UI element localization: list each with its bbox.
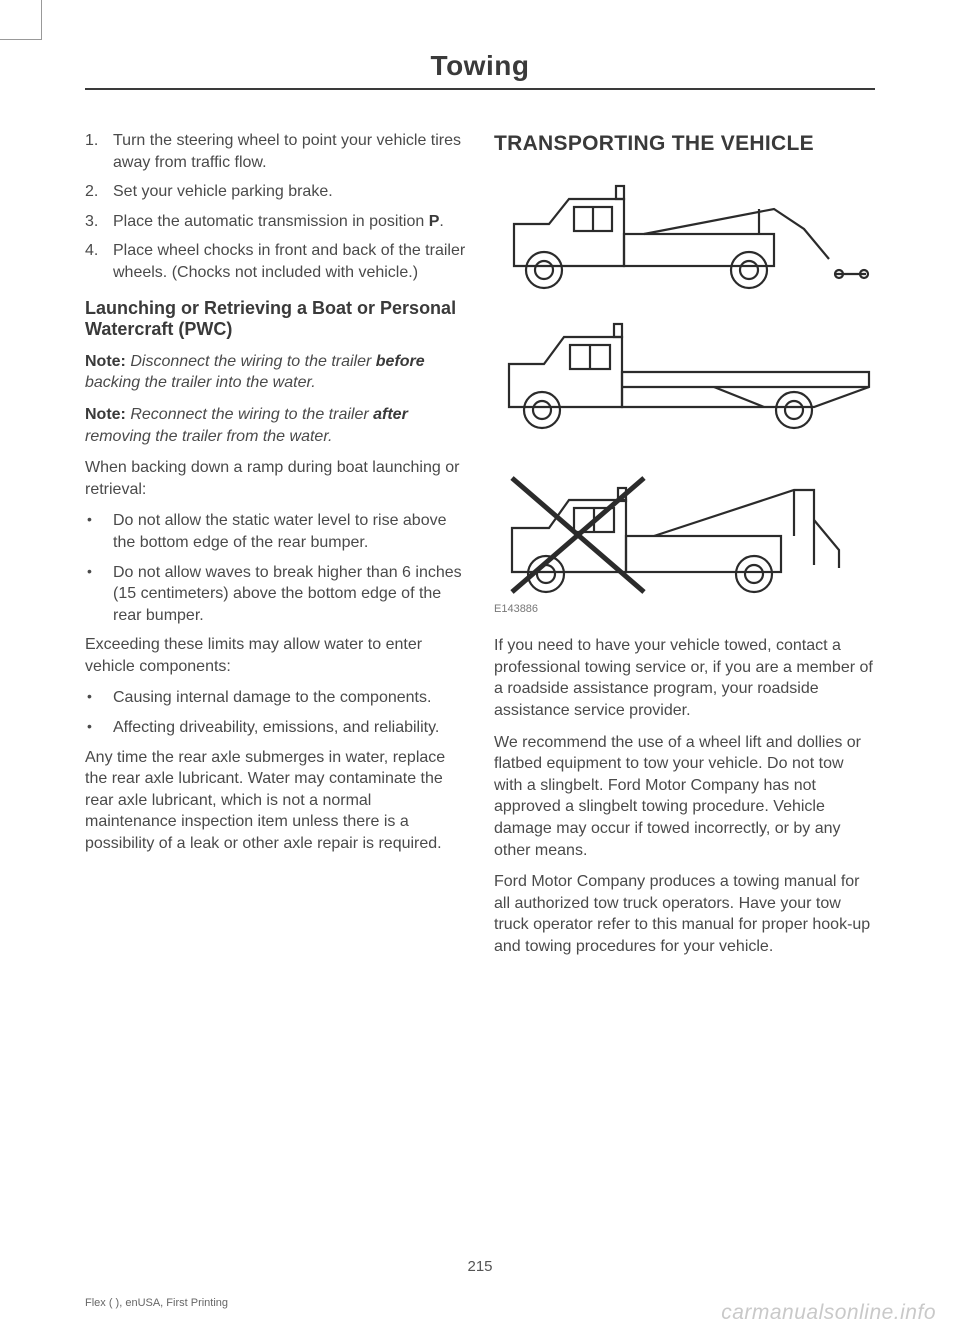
paragraph: We recommend the use of a wheel lift and… bbox=[494, 732, 875, 862]
bullet-icon: • bbox=[85, 510, 113, 553]
truck-slingbelt-crossed-icon bbox=[494, 450, 874, 600]
step-text: Place the automatic transmission in posi… bbox=[113, 211, 466, 233]
bullet-text: Affecting driveability, emissions, and r… bbox=[113, 717, 466, 739]
step-num: 2. bbox=[85, 181, 113, 203]
figure-wheel-lift-truck bbox=[494, 174, 875, 294]
crop-mark-tl bbox=[0, 0, 42, 40]
step-num: 4. bbox=[85, 240, 113, 283]
paragraph: Any time the rear axle submerges in wate… bbox=[85, 747, 466, 855]
figure-id: E143886 bbox=[494, 602, 875, 617]
note-label: Note: bbox=[85, 406, 126, 423]
bullet-icon: • bbox=[85, 687, 113, 709]
two-column-layout: 1. Turn the steering wheel to point your… bbox=[85, 130, 875, 968]
step-2: 2. Set your vehicle parking brake. bbox=[85, 181, 466, 203]
footer-text: Flex ( ), enUSA, First Printing bbox=[85, 1297, 228, 1309]
note-text: Disconnect the wiring to the trailer bef… bbox=[85, 353, 425, 392]
bullet-item: • Causing internal damage to the compone… bbox=[85, 687, 466, 709]
bullet-item: • Affecting driveability, emissions, and… bbox=[85, 717, 466, 739]
bullet-item: • Do not allow waves to break higher tha… bbox=[85, 562, 466, 627]
step-3: 3. Place the automatic transmission in p… bbox=[85, 211, 466, 233]
figure-flatbed-truck bbox=[494, 312, 875, 432]
figure-slingbelt-truck-forbidden: E143886 bbox=[494, 450, 875, 617]
paragraph: When backing down a ramp during boat lau… bbox=[85, 457, 466, 500]
step-4: 4. Place wheel chocks in front and back … bbox=[85, 240, 466, 283]
section-heading-transporting: TRANSPORTING THE VEHICLE bbox=[494, 130, 875, 158]
step-num: 3. bbox=[85, 211, 113, 233]
paragraph: Exceeding these limits may allow water t… bbox=[85, 634, 466, 677]
note-label: Note: bbox=[85, 353, 126, 370]
bullet-text: Do not allow the static water level to r… bbox=[113, 510, 466, 553]
step-text: Set your vehicle parking brake. bbox=[113, 181, 466, 203]
note-disconnect: Note: Disconnect the wiring to the trail… bbox=[85, 351, 466, 394]
bullet-text: Causing internal damage to the component… bbox=[113, 687, 466, 709]
header-rule bbox=[85, 88, 875, 90]
truck-flatbed-icon bbox=[494, 312, 874, 432]
right-column: TRANSPORTING THE VEHICLE bbox=[494, 130, 875, 968]
note-reconnect: Note: Reconnect the wiring to the traile… bbox=[85, 404, 466, 447]
step-1: 1. Turn the steering wheel to point your… bbox=[85, 130, 466, 173]
bullet-icon: • bbox=[85, 562, 113, 627]
sub-heading-boat: Launching or Retrieving a Boat or Person… bbox=[85, 298, 466, 341]
page-title: Towing bbox=[85, 50, 875, 88]
left-column: 1. Turn the steering wheel to point your… bbox=[85, 130, 466, 968]
note-text: Reconnect the wiring to the trailer afte… bbox=[85, 406, 408, 445]
bullet-text: Do not allow waves to break higher than … bbox=[113, 562, 466, 627]
step-text: Place wheel chocks in front and back of … bbox=[113, 240, 466, 283]
paragraph: Ford Motor Company produces a towing man… bbox=[494, 871, 875, 957]
watermark: carmanualsonline.info bbox=[721, 1301, 936, 1325]
step-text: Turn the steering wheel to point your ve… bbox=[113, 130, 466, 173]
step-num: 1. bbox=[85, 130, 113, 173]
bullet-icon: • bbox=[85, 717, 113, 739]
page-number: 215 bbox=[0, 1258, 960, 1275]
bullet-item: • Do not allow the static water level to… bbox=[85, 510, 466, 553]
paragraph: If you need to have your vehicle towed, … bbox=[494, 635, 875, 721]
truck-wheel-lift-icon bbox=[494, 174, 874, 294]
page-content: Towing 1. Turn the steering wheel to poi… bbox=[85, 50, 875, 968]
